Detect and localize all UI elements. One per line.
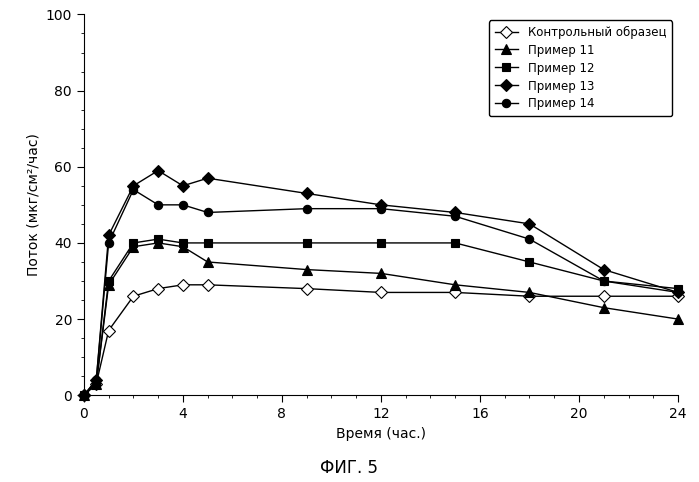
Контрольный образец xyxy=(92,381,101,387)
Пример 11 xyxy=(129,244,138,250)
Контрольный образец xyxy=(129,294,138,299)
Пример 13 xyxy=(451,210,459,215)
Пример 12 xyxy=(203,240,212,246)
Line: Пример 11: Пример 11 xyxy=(79,238,683,400)
Контрольный образец xyxy=(526,294,534,299)
Контрольный образец xyxy=(80,392,88,398)
Пример 11 xyxy=(600,305,608,310)
Контрольный образец xyxy=(303,286,311,292)
Пример 12 xyxy=(526,259,534,265)
Пример 12 xyxy=(92,381,101,387)
Пример 14 xyxy=(600,278,608,284)
Контрольный образец xyxy=(104,328,113,334)
Text: ФИГ. 5: ФИГ. 5 xyxy=(321,459,378,477)
Пример 14 xyxy=(179,202,187,208)
Пример 11 xyxy=(674,316,682,322)
Пример 12 xyxy=(303,240,311,246)
Пример 13 xyxy=(154,168,162,174)
Пример 13 xyxy=(600,267,608,272)
Пример 12 xyxy=(451,240,459,246)
Пример 11 xyxy=(179,244,187,250)
Пример 11 xyxy=(451,282,459,288)
Пример 12 xyxy=(600,278,608,284)
Пример 13 xyxy=(104,232,113,238)
Контрольный образец xyxy=(600,294,608,299)
X-axis label: Время (час.): Время (час.) xyxy=(336,427,426,441)
Пример 11 xyxy=(377,270,385,276)
Пример 13 xyxy=(377,202,385,208)
Пример 14 xyxy=(451,214,459,219)
Пример 14 xyxy=(104,240,113,246)
Пример 13 xyxy=(129,183,138,189)
Контрольный образец xyxy=(377,290,385,295)
Пример 11 xyxy=(526,290,534,295)
Пример 14 xyxy=(129,187,138,192)
Пример 12 xyxy=(104,278,113,284)
Пример 13 xyxy=(674,290,682,295)
Пример 14 xyxy=(80,392,88,398)
Пример 13 xyxy=(526,221,534,227)
Контрольный образец xyxy=(451,290,459,295)
Контрольный образец xyxy=(179,282,187,288)
Пример 14 xyxy=(303,206,311,212)
Line: Пример 12: Пример 12 xyxy=(80,235,682,400)
Пример 11 xyxy=(154,240,162,246)
Line: Контрольный образец: Контрольный образец xyxy=(80,281,682,400)
Пример 14 xyxy=(203,210,212,215)
Пример 11 xyxy=(104,282,113,288)
Пример 13 xyxy=(80,392,88,398)
Пример 14 xyxy=(92,377,101,383)
Пример 14 xyxy=(377,206,385,212)
Пример 12 xyxy=(377,240,385,246)
Line: Пример 13: Пример 13 xyxy=(80,166,682,400)
Legend: Контрольный образец, Пример 11, Пример 12, Пример 13, Пример 14: Контрольный образец, Пример 11, Пример 1… xyxy=(489,20,672,116)
Контрольный образец xyxy=(203,282,212,288)
Пример 13 xyxy=(303,190,311,196)
Пример 14 xyxy=(526,236,534,242)
Пример 11 xyxy=(203,259,212,265)
Пример 11 xyxy=(303,267,311,272)
Пример 12 xyxy=(179,240,187,246)
Контрольный образец xyxy=(154,286,162,292)
Пример 14 xyxy=(674,290,682,295)
Контрольный образец xyxy=(674,294,682,299)
Пример 12 xyxy=(129,240,138,246)
Line: Пример 14: Пример 14 xyxy=(80,186,682,400)
Пример 13 xyxy=(92,377,101,383)
Пример 13 xyxy=(203,175,212,181)
Y-axis label: Поток (мкг/см²/час): Поток (мкг/см²/час) xyxy=(26,134,40,276)
Пример 12 xyxy=(674,286,682,292)
Пример 13 xyxy=(179,183,187,189)
Пример 12 xyxy=(80,392,88,398)
Пример 11 xyxy=(80,392,88,398)
Пример 12 xyxy=(154,236,162,242)
Пример 14 xyxy=(154,202,162,208)
Пример 11 xyxy=(92,381,101,387)
